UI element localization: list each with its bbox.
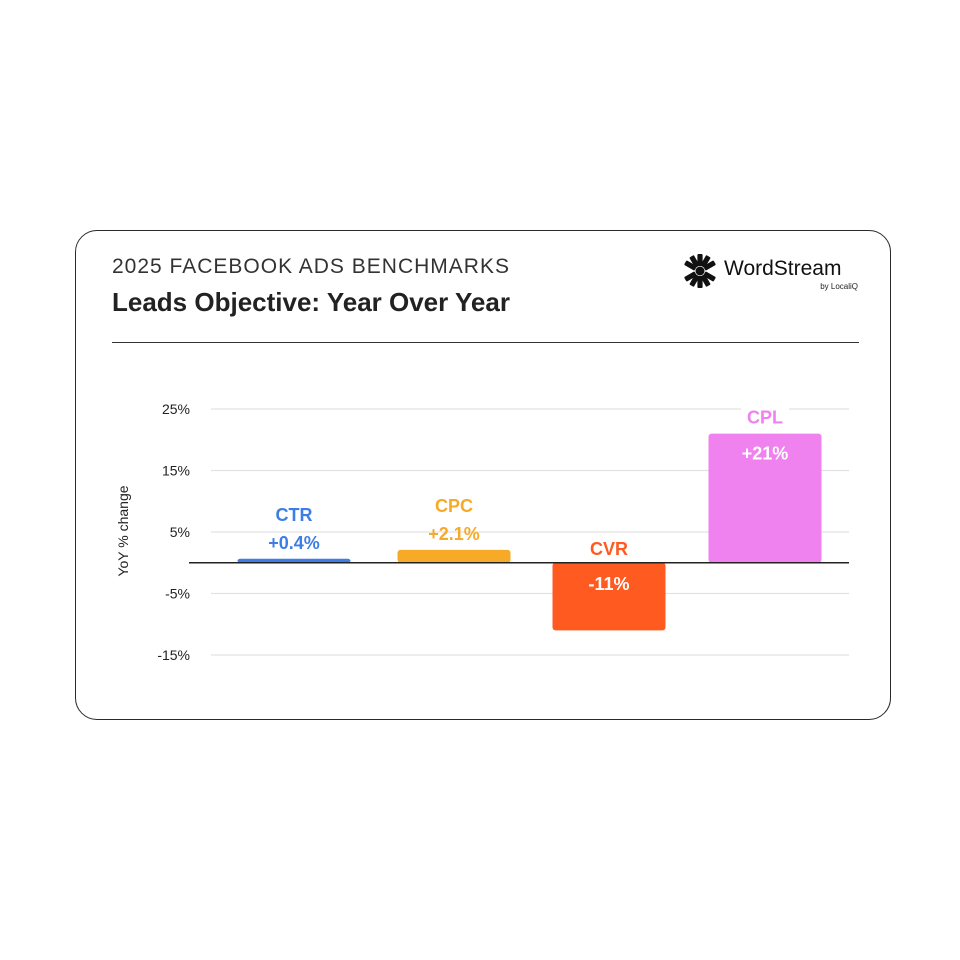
category-label: CPC bbox=[435, 496, 473, 516]
brand-name: WordStream bbox=[724, 257, 842, 280]
category-label: CVR bbox=[590, 539, 628, 559]
value-label: +0.4% bbox=[268, 533, 320, 553]
bar-cvr bbox=[552, 562, 666, 631]
chart-kicker: 2025 FACEBOOK ADS BENCHMARKS bbox=[112, 255, 510, 278]
value-label: -11% bbox=[588, 574, 629, 594]
bar-labels: CTR +0.4% CPC +2.1% CVR -11% CPL +21% bbox=[268, 406, 790, 594]
value-label: +21% bbox=[742, 444, 789, 464]
brand-sub: by LocaliQ bbox=[820, 282, 858, 291]
y-tick-label: 25% bbox=[162, 401, 190, 417]
y-tick-label: -5% bbox=[165, 586, 190, 602]
benchmark-card: 2025 FACEBOOK ADS BENCHMARKS Leads Objec… bbox=[75, 230, 891, 720]
title-divider bbox=[112, 342, 859, 343]
bar-chart: 25%15%5%-5%-15% CTR+0.4%CPC+2.1%CVR-11%C… bbox=[115, 401, 849, 663]
y-axis-label: YoY % change bbox=[115, 485, 131, 576]
y-tick-label: 5% bbox=[170, 524, 190, 540]
value-label: +2.1% bbox=[428, 524, 480, 544]
y-tick-label: 15% bbox=[162, 463, 190, 479]
label-backdrop bbox=[741, 406, 790, 429]
category-label: CPL bbox=[747, 408, 783, 428]
bar-cpc bbox=[397, 549, 511, 563]
brand-logo: WordStream by LocaliQ bbox=[682, 253, 862, 293]
bars bbox=[237, 433, 822, 631]
category-label: CTR bbox=[276, 505, 313, 525]
bar-cpl bbox=[708, 433, 822, 563]
chart-title: Leads Objective: Year Over Year bbox=[112, 287, 510, 317]
bar-ctr bbox=[237, 558, 351, 563]
asterisk-burst-icon bbox=[684, 254, 716, 288]
y-tick-label: -15% bbox=[157, 647, 190, 663]
